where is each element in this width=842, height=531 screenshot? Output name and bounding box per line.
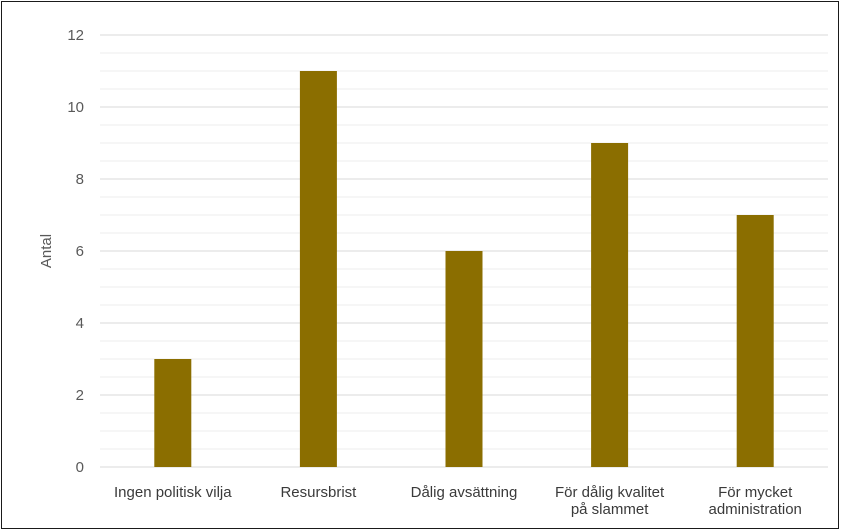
x-tick-label: För dålig kvalitet på slammet: [555, 484, 665, 518]
x-tick-label: Ingen politisk vilja: [114, 484, 232, 501]
y-tick-label: 10: [67, 99, 84, 116]
x-tick-label: Resursbrist: [280, 484, 357, 501]
x-tick-label: Dålig avsättning: [411, 484, 518, 501]
x-tick-labels: Ingen politisk vilja Resursbrist Dålig avs…: [114, 484, 802, 518]
y-tick-label: 0: [76, 459, 84, 476]
bar: [154, 359, 192, 467]
y-tick-label: 4: [76, 315, 84, 332]
bar: [736, 215, 774, 467]
y-tick-label: 6: [76, 243, 84, 260]
bar: [591, 143, 629, 467]
bar: [299, 71, 337, 467]
bars: [154, 71, 774, 467]
bar: [445, 251, 483, 467]
y-tick-label: 12: [67, 27, 84, 44]
x-tick-label: För mycket administration: [709, 484, 802, 518]
y-tick-label: 8: [76, 171, 84, 188]
y-axis-title: Antal: [38, 234, 55, 268]
y-tick-label: 2: [76, 387, 84, 404]
y-tick-labels: 0 2 4 6 8 10 12: [67, 27, 84, 476]
